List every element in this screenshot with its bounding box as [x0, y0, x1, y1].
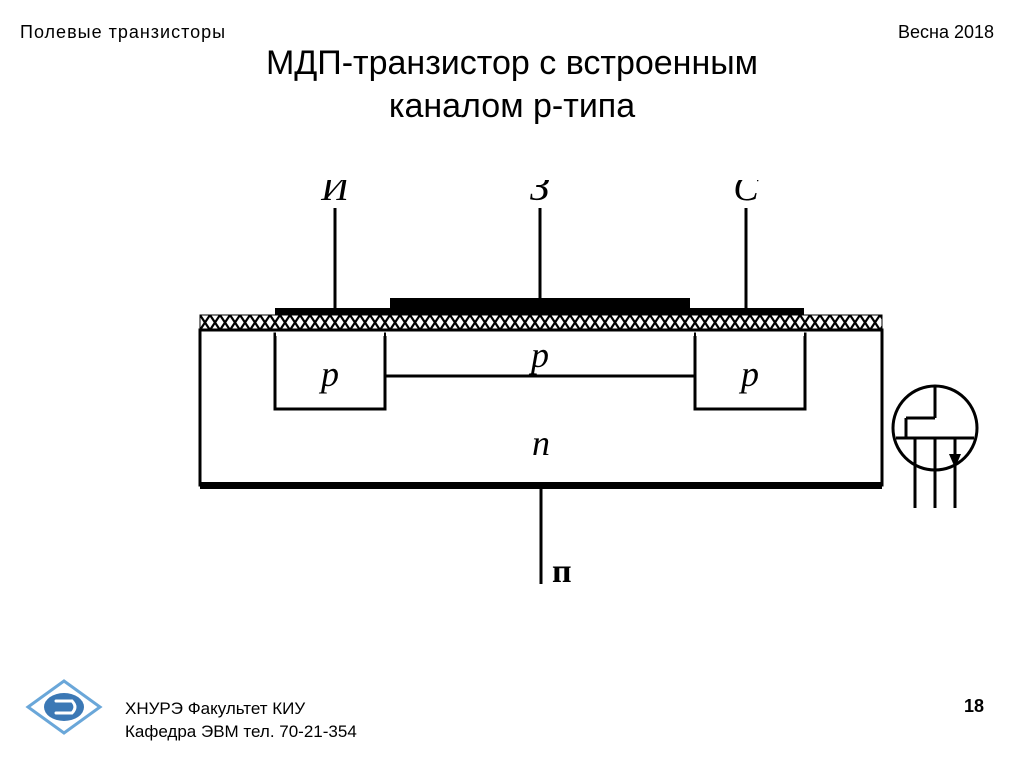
oxide-band — [200, 315, 882, 330]
header-topic: Полевые транзисторы — [20, 22, 226, 43]
footer-department: Кафедра ЭВМ тел. 70-21-354 — [125, 722, 357, 742]
footer-university: ХНУРЭ Факультет КИУ — [125, 699, 305, 719]
label-chan-p: p — [528, 335, 549, 375]
university-logo — [22, 677, 107, 737]
mosfet-cross-section: И З С p p p n п — [120, 180, 900, 600]
title-line-1: МДП-транзистор с встроенным — [266, 44, 758, 82]
label-drain: С — [733, 180, 759, 209]
title-line-2: каналом р-типа — [389, 87, 635, 125]
label-gate: З — [530, 180, 550, 209]
label-substrate: п — [552, 553, 572, 590]
label-right-p: p — [738, 354, 759, 394]
page-title: МДП-транзистор с встроенным каналом р-ти… — [0, 42, 1024, 127]
header-term: Весна 2018 — [898, 22, 994, 43]
label-source: И — [320, 180, 351, 209]
page-number: 18 — [964, 696, 984, 717]
logo-ellipse — [44, 693, 84, 721]
bottom-contact-bar — [200, 482, 882, 489]
label-body-n: n — [532, 423, 550, 463]
gate-metal — [390, 298, 690, 315]
mosfet-symbol — [880, 378, 990, 528]
label-left-p: p — [318, 354, 339, 394]
